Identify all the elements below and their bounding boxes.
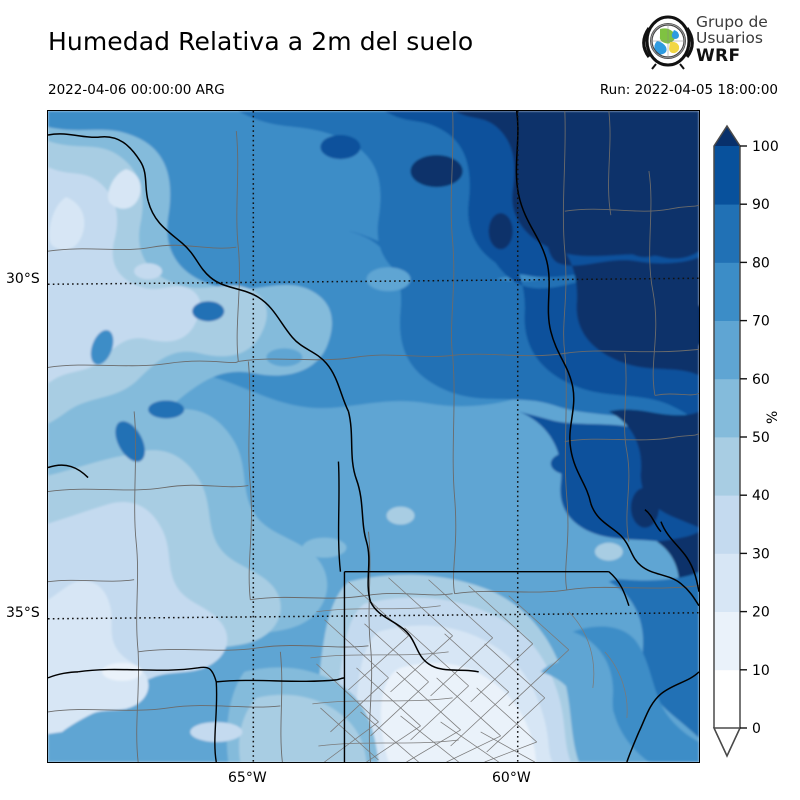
wrf-user-group-logo: Grupo de Usuarios WRF [640, 12, 792, 74]
logo-wordmark: Grupo de Usuarios WRF [696, 12, 792, 74]
page-title: Humedad Relativa a 2m del suelo [48, 27, 474, 56]
colorbar-band-40-50 [714, 437, 740, 496]
colorbar-tick-label-0: 0 [752, 721, 761, 737]
colorbar-tick-label-100: 100 [752, 139, 779, 155]
colorbar-band-70-80 [714, 262, 740, 321]
colorbar-band-10-20 [714, 611, 740, 671]
run-time-label: Run: 2022-04-05 18:00:00 [599, 82, 778, 98]
colorbar-bands [714, 146, 740, 729]
country-borders [48, 111, 699, 762]
lon-label-65w: 65°W [228, 770, 267, 786]
colorbar[interactable]: 0 10 20 30 40 50 60 70 80 90 100 [706, 120, 798, 760]
colorbar-over-arrow [714, 126, 740, 146]
colorbar-tick-label-80: 80 [752, 255, 770, 271]
lat-label-35s: 35°S [6, 605, 40, 621]
contour-bands [48, 111, 699, 762]
colorbar-tick-label-30: 30 [752, 546, 770, 562]
lat-label-30s: 30°S [6, 271, 40, 287]
colorbar-tick-label-40: 40 [752, 488, 770, 504]
colorbar-band-60-70 [714, 320, 740, 380]
colorbar-tick-label-90: 90 [752, 197, 770, 213]
colorbar-band-30-40 [714, 495, 740, 554]
colorbar-band-20-30 [714, 553, 740, 612]
colorbar-tick-label-10: 10 [752, 663, 770, 679]
colorbar-tick-label-20: 20 [752, 605, 770, 621]
province-borders [48, 111, 699, 762]
humidity-map[interactable] [47, 110, 700, 763]
valid-time-label: 2022-04-06 00:00:00 ARG [48, 82, 225, 98]
colorbar-band-0-10 [714, 669, 740, 729]
colorbar-svg: 0 10 20 30 40 50 60 70 80 90 100 [712, 124, 779, 758]
colorbar-ticks: 0 10 20 30 40 50 60 70 80 90 100 [740, 139, 779, 737]
colorbar-units-label: % [765, 410, 781, 424]
colorbar-under-arrow [712, 727, 742, 758]
colorbar-band-90-100 [714, 146, 740, 205]
colorbar-band-80-90 [714, 204, 740, 263]
colorbar-tick-label-60: 60 [752, 372, 770, 388]
humidity-contour-field [48, 111, 699, 762]
logo-line-1: Grupo de [696, 13, 768, 31]
logo-line-3: WRF [696, 46, 741, 66]
lon-label-60w: 60°W [492, 770, 531, 786]
globe-emblem-icon [642, 15, 694, 70]
logo-line-2: Usuarios [696, 28, 763, 47]
colorbar-tick-label-70: 70 [752, 314, 770, 330]
colorbar-tick-label-50: 50 [752, 430, 770, 446]
colorbar-band-50-60 [714, 378, 740, 438]
